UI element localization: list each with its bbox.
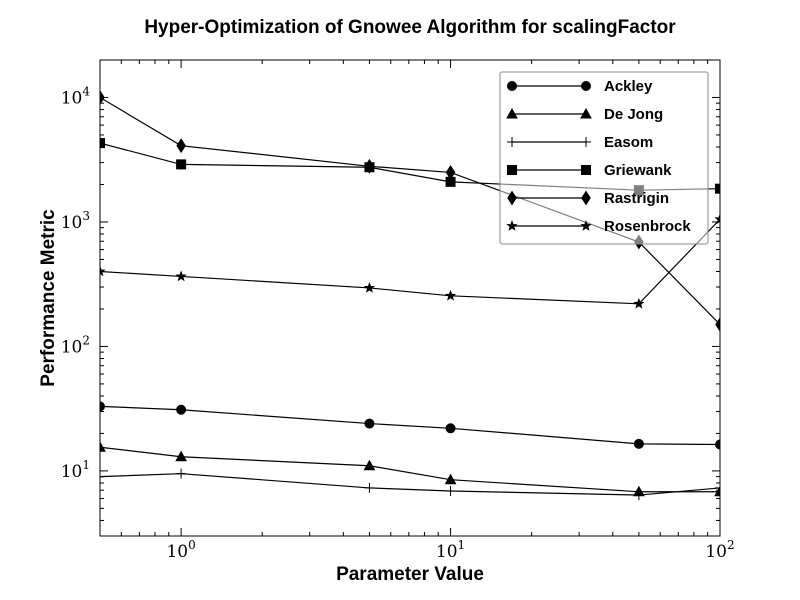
legend-marker	[507, 137, 517, 147]
series-de-jong	[100, 441, 720, 497]
data-point	[364, 158, 375, 174]
y-tick-label: 101	[61, 458, 90, 482]
legend-marker	[507, 81, 517, 91]
legend: Ackley De Jong Easom Griewank Rastrigin Rosen…	[499, 71, 709, 245]
y-tick-label: 103	[61, 209, 90, 233]
legend-item: Rastrigin	[507, 190, 669, 207]
data-point	[444, 473, 457, 485]
data-point	[445, 485, 456, 496]
y-axis-label: Performance Metric	[38, 209, 59, 387]
data-point	[363, 282, 376, 293]
data-point	[175, 270, 187, 282]
data-point	[176, 468, 187, 479]
legend-marker	[581, 165, 591, 175]
legend-marker	[507, 190, 517, 206]
legend-marker	[581, 190, 591, 206]
chart-title: Hyper-Optimization of Gnowee Algorithm f…	[144, 17, 676, 38]
legend-label: Rosenbrock	[604, 218, 691, 235]
y-tick-label: 102	[61, 333, 90, 357]
legend-label: Rastrigin	[604, 190, 669, 207]
legend-marker	[580, 220, 592, 231]
x-tick-label: 101	[436, 538, 465, 562]
data-point	[100, 401, 105, 412]
series-line	[100, 96, 720, 325]
data-point	[363, 459, 376, 471]
data-point	[100, 138, 105, 149]
legend-box	[499, 71, 709, 245]
data-point	[176, 159, 187, 170]
data-point	[100, 90, 105, 105]
series-line	[100, 473, 720, 496]
series-line	[100, 218, 720, 305]
series-ackley	[100, 401, 720, 450]
series-rastrigin	[100, 90, 720, 332]
x-tick-label: 102	[705, 538, 734, 562]
data-point	[100, 471, 105, 482]
data-point	[445, 164, 456, 180]
data-point	[633, 490, 644, 501]
data-point	[364, 418, 375, 429]
data-point	[364, 482, 375, 493]
data-point	[715, 317, 720, 332]
x-axis-label: Parameter Value	[336, 564, 484, 585]
data-point	[715, 183, 720, 194]
data-point	[714, 485, 720, 497]
legend-item: De Jong	[506, 106, 663, 123]
data-point	[714, 213, 720, 225]
legend-item: Rosenbrock	[506, 218, 691, 235]
legend-label: Ackley	[604, 78, 653, 95]
data-point	[633, 297, 645, 309]
series-easom	[100, 468, 720, 501]
data-point	[715, 482, 720, 493]
legend-marker	[506, 220, 518, 231]
series-line	[100, 446, 720, 493]
data-point	[633, 438, 644, 449]
axis-ticks: 100 101 102 101 102 103 104	[61, 59, 735, 562]
legend-label: Griewank	[604, 162, 672, 179]
legend-marker	[581, 81, 591, 91]
series-line	[100, 405, 720, 446]
data-point	[444, 289, 457, 301]
data-point	[715, 439, 720, 450]
legend-marker	[507, 165, 517, 175]
legend-item: Ackley	[507, 78, 653, 95]
legend-marker	[506, 107, 518, 119]
legend-marker	[581, 137, 591, 147]
legend-marker	[580, 107, 592, 119]
legend-label: De Jong	[604, 106, 663, 123]
data-point	[445, 423, 456, 434]
legend-item: Easom	[507, 134, 653, 151]
data-point	[100, 265, 106, 277]
x-tick-label: 100	[166, 538, 195, 562]
y-tick-label: 104	[61, 84, 91, 108]
series-rosenbrock	[100, 213, 720, 309]
data-point	[176, 404, 187, 415]
plot-frame	[99, 59, 721, 537]
data-point	[175, 450, 187, 462]
series-layer	[100, 90, 720, 501]
legend-item: Griewank	[507, 162, 672, 179]
data-point	[100, 441, 106, 452]
data-point	[176, 138, 186, 154]
legend-label: Easom	[604, 134, 653, 151]
